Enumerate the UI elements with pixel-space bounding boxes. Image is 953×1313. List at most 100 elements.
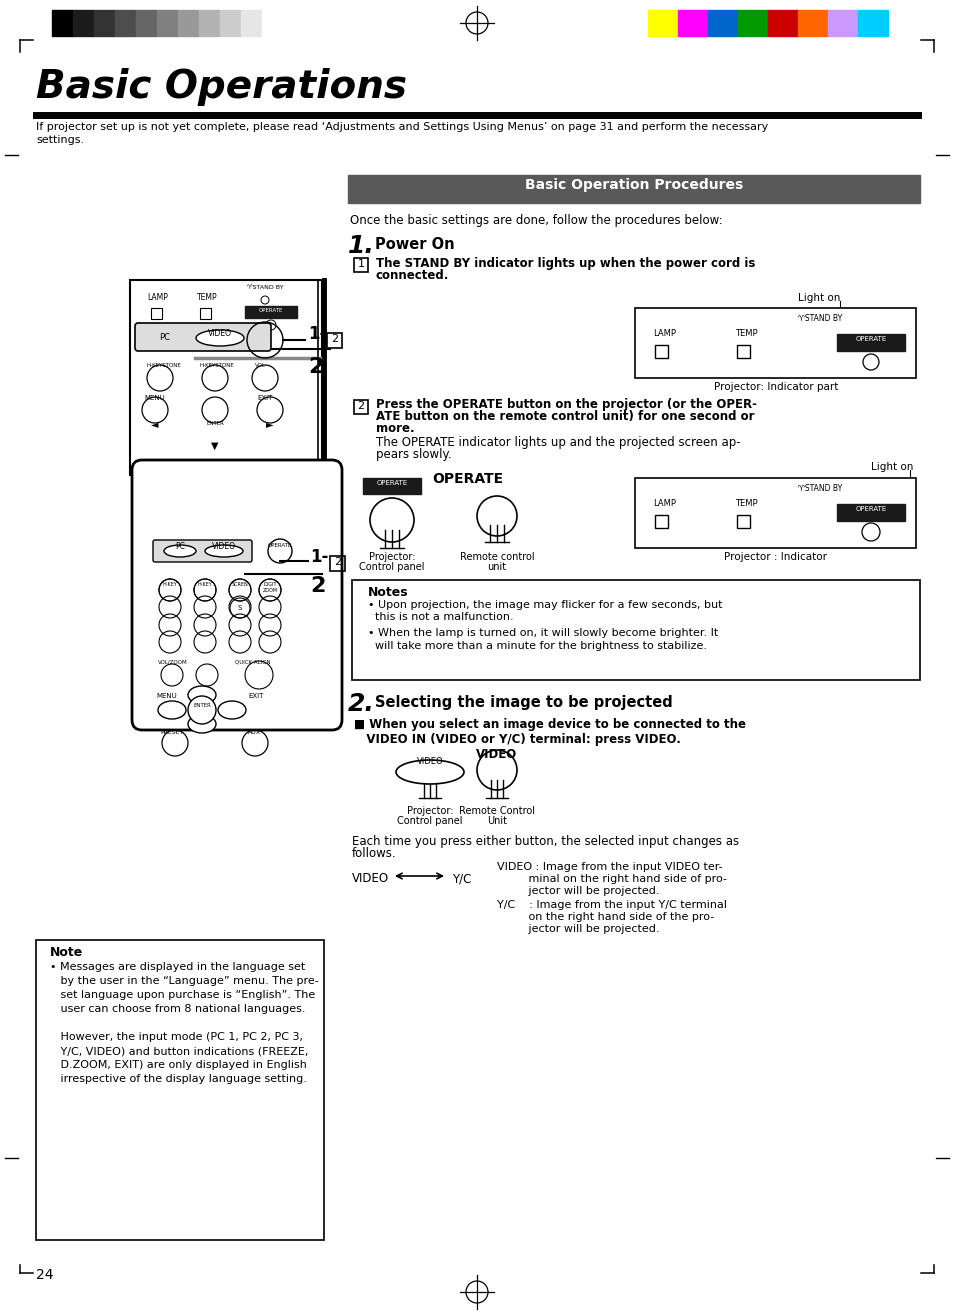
Text: OPERATE: OPERATE (855, 506, 885, 512)
Text: ►: ► (266, 419, 274, 429)
Text: S: S (237, 605, 242, 611)
Text: EXIT: EXIT (256, 395, 273, 400)
Bar (836, 504, 904, 521)
Bar (348, 175, 919, 204)
Text: Remote control: Remote control (459, 551, 534, 562)
Text: OPERATE: OPERATE (855, 336, 885, 341)
Text: PC: PC (159, 334, 171, 343)
Ellipse shape (205, 545, 243, 557)
Ellipse shape (195, 330, 244, 347)
Ellipse shape (188, 716, 215, 733)
Text: TEMP: TEMP (734, 499, 757, 508)
Text: ATE button on the remote control unit) for one second or: ATE button on the remote control unit) f… (375, 410, 754, 423)
FancyBboxPatch shape (152, 540, 252, 562)
Ellipse shape (200, 441, 230, 460)
Bar (115, 11, 136, 35)
Text: on the right hand side of the pro-: on the right hand side of the pro- (497, 913, 714, 922)
FancyBboxPatch shape (132, 460, 341, 730)
Bar (199, 11, 220, 35)
Text: PC: PC (175, 542, 185, 551)
Text: Basic Operation Procedures: Basic Operation Procedures (524, 179, 742, 192)
Text: 1-: 1- (310, 548, 328, 566)
Text: Projector : Indicator: Projector : Indicator (723, 551, 826, 562)
Text: Control panel: Control panel (396, 815, 462, 826)
Bar (327, 334, 341, 348)
Bar (737, 515, 749, 528)
Text: VIDEO: VIDEO (416, 758, 443, 767)
Bar (678, 11, 707, 35)
Bar (738, 11, 767, 35)
Bar (655, 515, 667, 528)
Bar (354, 400, 368, 414)
Bar (857, 11, 887, 35)
Text: TEMP: TEMP (734, 330, 757, 337)
Text: unit: unit (487, 562, 506, 572)
Text: Once the basic settings are done, follow the procedures below:: Once the basic settings are done, follow… (350, 214, 721, 227)
Text: Remote Control: Remote Control (458, 806, 535, 815)
Text: H-KEY: H-KEY (162, 582, 177, 587)
Text: VIDEO: VIDEO (476, 748, 517, 762)
Text: AUX: AUX (248, 730, 261, 735)
Text: The OPERATE indicator lights up and the projected screen ap-: The OPERATE indicator lights up and the … (375, 436, 740, 449)
Bar (352, 580, 919, 680)
Text: OPERATE: OPERATE (258, 309, 283, 312)
Bar (220, 11, 241, 35)
Text: jector will be projected.: jector will be projected. (497, 886, 659, 895)
Bar (36, 940, 324, 1239)
Bar (241, 11, 262, 35)
Text: 2.: 2. (348, 692, 375, 716)
Text: Unit: Unit (486, 815, 506, 826)
Text: ♈STAND BY: ♈STAND BY (797, 484, 841, 492)
Text: VOL: VOL (254, 362, 266, 368)
Text: minal on the right hand side of pro-: minal on the right hand side of pro- (497, 874, 726, 884)
Bar (707, 11, 738, 35)
Bar (836, 334, 904, 351)
Text: 24: 24 (36, 1268, 53, 1281)
Text: Y/C: Y/C (452, 872, 471, 885)
Text: more.: more. (375, 421, 415, 435)
Bar (767, 11, 797, 35)
Text: Note: Note (50, 945, 83, 958)
Bar (178, 11, 199, 35)
Ellipse shape (164, 545, 195, 557)
Text: • Upon projection, the image may flicker for a few seconds, but
  this is not a : • Upon projection, the image may flicker… (368, 600, 721, 621)
Text: 2: 2 (331, 334, 338, 344)
Text: 2: 2 (357, 400, 364, 411)
Text: OPERATE: OPERATE (376, 481, 407, 486)
Ellipse shape (200, 419, 230, 437)
Bar (635, 478, 915, 548)
Text: pears slowly.: pears slowly. (375, 448, 451, 461)
Bar (354, 257, 368, 272)
Text: VOL/ZOOM: VOL/ZOOM (158, 660, 188, 664)
Text: • Messages are displayed in the language set
   by the user in the “Language” me: • Messages are displayed in the language… (50, 962, 318, 1085)
Text: LAMP: LAMP (147, 293, 168, 302)
Text: ENTER: ENTER (193, 704, 211, 709)
Text: follows.: follows. (352, 847, 396, 860)
Text: QUICK ALIGN: QUICK ALIGN (234, 660, 271, 664)
Bar (94, 11, 115, 35)
Text: ♈STAND BY: ♈STAND BY (797, 314, 841, 323)
Text: H-KEY: H-KEY (197, 582, 213, 587)
Text: Notes: Notes (368, 586, 408, 599)
Bar (655, 345, 667, 358)
Text: Power On: Power On (375, 238, 455, 252)
Text: ♈STAND BY: ♈STAND BY (247, 285, 283, 290)
Ellipse shape (140, 419, 170, 437)
Ellipse shape (254, 419, 285, 437)
FancyBboxPatch shape (135, 323, 271, 351)
Text: ■ When you select an image device to be connected to the
   VIDEO IN (VIDEO or Y: ■ When you select an image device to be … (354, 718, 745, 746)
Text: TEMP: TEMP (196, 293, 217, 302)
Text: connected.: connected. (375, 269, 449, 282)
Text: 2: 2 (308, 357, 323, 377)
Text: 1.: 1. (348, 234, 375, 257)
Bar (52, 11, 73, 35)
Bar (827, 11, 857, 35)
Text: MENU: MENU (156, 693, 176, 699)
Ellipse shape (395, 760, 463, 784)
Bar (330, 555, 345, 571)
Text: MENU: MENU (144, 395, 165, 400)
Text: PRESET: PRESET (160, 730, 183, 735)
Text: OPERATE: OPERATE (432, 471, 502, 486)
Bar (635, 309, 915, 378)
Text: LAMP: LAMP (652, 330, 676, 337)
